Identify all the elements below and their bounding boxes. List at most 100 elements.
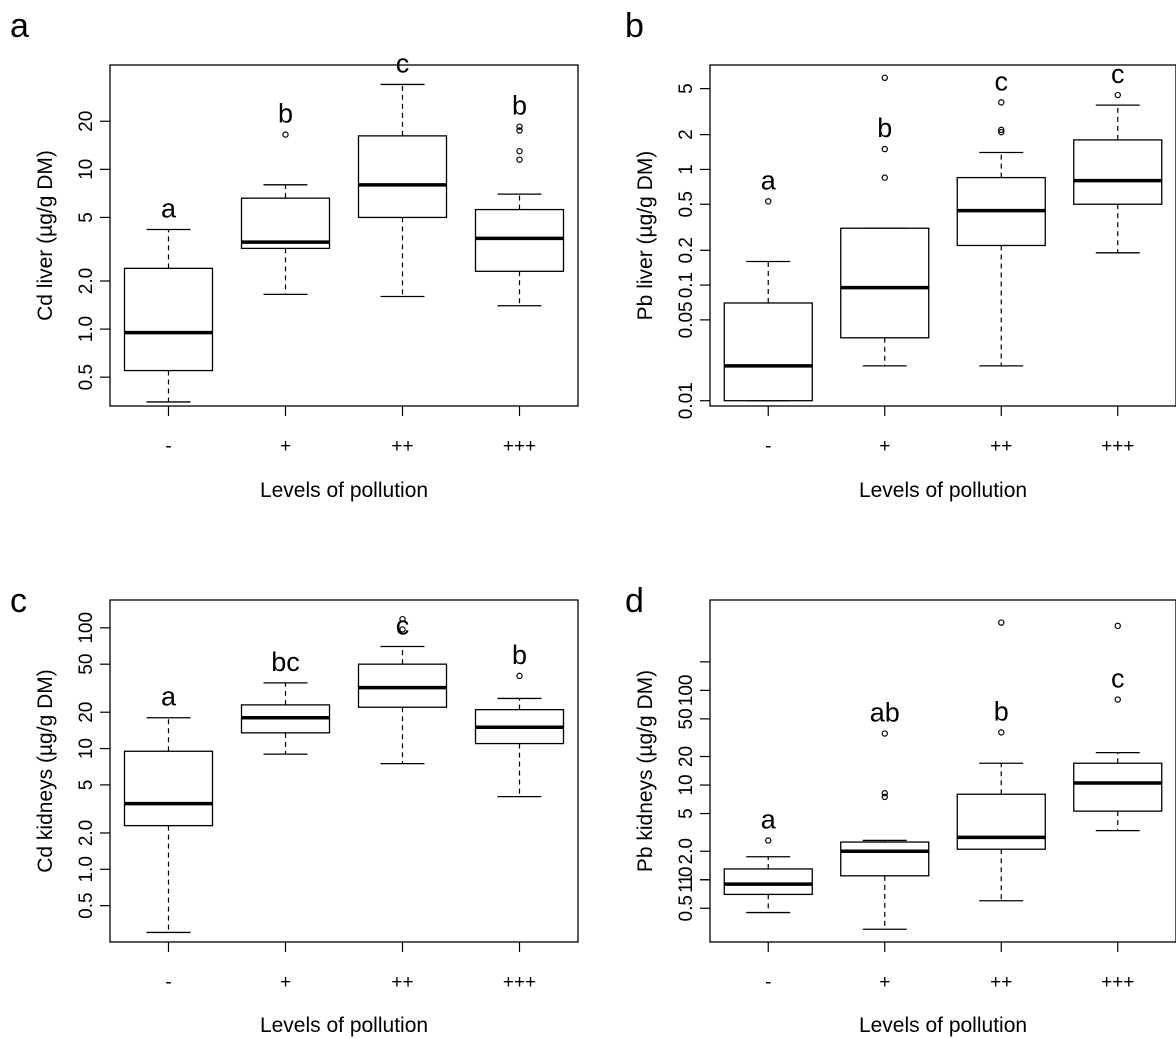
x-tick-label: +++	[503, 972, 536, 993]
outlier-point	[881, 790, 888, 797]
box-3: b	[474, 91, 565, 307]
y-tick-label: 0.5	[76, 892, 97, 918]
significance-letter: c	[396, 611, 410, 641]
box-0: a	[123, 194, 214, 403]
x-tick-label: +	[879, 972, 890, 993]
outlier-point	[399, 626, 406, 633]
y-tick-label: 20	[76, 111, 97, 132]
x-tick-label: ++	[391, 436, 413, 457]
outlier-point	[1114, 696, 1121, 703]
box-3: b	[474, 640, 565, 798]
x-axis-title: Levels of pollution	[260, 479, 428, 502]
box-3: c	[1073, 622, 1163, 832]
box-body	[1073, 139, 1163, 205]
plot-frame	[709, 599, 1176, 943]
panel-letter: a	[10, 7, 29, 45]
y-tick-label: 0.05	[676, 301, 697, 338]
outlier-point	[881, 145, 888, 153]
y-tick-label: 20	[676, 746, 697, 767]
significance-letter: b	[512, 640, 527, 670]
x-tick-label: +	[280, 436, 291, 457]
outlier-point	[516, 123, 523, 130]
outlier-point	[765, 198, 772, 205]
y-tick-label: 1.0	[676, 867, 697, 893]
y-tick-label: 1	[676, 874, 697, 885]
y-tick-label: 1	[676, 164, 697, 175]
x-axis-title: Levels of pollution	[859, 1014, 1027, 1037]
outlier-point	[399, 615, 406, 623]
panel-letter: b	[625, 7, 644, 45]
x-tick-label: +++	[1101, 972, 1134, 993]
outlier-point	[516, 156, 523, 163]
x-tick-label: -	[165, 436, 171, 457]
box-body	[357, 663, 448, 708]
y-axis-title: Pb kidneys (µg/g DM)	[634, 670, 657, 872]
box-body	[357, 135, 448, 219]
x-tick-label: +++	[1101, 436, 1134, 457]
outlier-point	[998, 729, 1005, 736]
x-tick-label: +	[879, 436, 890, 457]
box-1: b	[240, 99, 331, 295]
box-body	[956, 793, 1046, 850]
y-tick-label: 1.0	[76, 856, 97, 882]
x-tick-label: -	[765, 436, 771, 457]
significance-letter: bc	[271, 647, 300, 677]
significance-letter: a	[161, 682, 177, 712]
outlier-point	[998, 619, 1005, 626]
outlier-point	[881, 730, 888, 737]
x-axis-title: Levels of pollution	[859, 479, 1027, 502]
y-tick-label: 2.0	[76, 268, 97, 294]
x-tick-label: +++	[503, 436, 536, 457]
box-body	[840, 227, 930, 339]
outlier-point	[516, 127, 523, 134]
outlier-point	[881, 174, 888, 181]
plot-frame	[109, 599, 579, 943]
outlier-point	[765, 837, 772, 844]
significance-letter: a	[161, 194, 177, 224]
significance-letter: b	[877, 113, 892, 143]
box-2: b	[956, 619, 1046, 902]
y-tick-label: 1.0	[76, 316, 97, 342]
box-2: c	[956, 66, 1046, 367]
outlier-point	[881, 793, 888, 801]
y-tick-label: 0.1	[676, 272, 697, 298]
panel-b: b 0.01 0.05 0.1 0.2 0.5 1 2 5 Pb liver (µg/g DM) -…	[625, 7, 1176, 502]
y-tick-label: 50	[76, 654, 97, 675]
y-tick-label: 2	[676, 129, 697, 140]
significance-letter: c	[1111, 664, 1125, 694]
box-0: a	[123, 682, 214, 934]
outlier-point	[998, 128, 1005, 136]
significance-letter: a	[761, 804, 777, 834]
box-body	[723, 868, 813, 896]
panel-letter: c	[10, 582, 27, 620]
box-1: b	[840, 74, 930, 367]
box-2: c	[357, 48, 448, 298]
box-body	[1073, 762, 1163, 812]
y-tick-label: 10	[76, 738, 97, 759]
x-tick-label: ++	[391, 972, 413, 993]
significance-letter: b	[994, 696, 1009, 726]
y-tick-label: 20	[76, 702, 97, 723]
significance-letter: c	[1111, 59, 1125, 89]
significance-letter: c	[995, 66, 1009, 96]
box-body	[723, 302, 813, 402]
box-0: a	[723, 804, 813, 914]
outlier-point	[881, 74, 888, 82]
y-tick-label: 0.5	[676, 191, 697, 217]
outlier-point	[1114, 91, 1121, 99]
y-axis-title: Cd kidneys (µg/g DM)	[34, 669, 57, 873]
x-tick-label: -	[765, 972, 771, 993]
x-tick-label: ++	[990, 436, 1012, 457]
significance-letter: a	[761, 165, 777, 195]
box-3: c	[1073, 59, 1163, 254]
significance-letter: b	[512, 91, 527, 121]
y-tick-label: 0.2	[676, 237, 697, 263]
outlier-point	[998, 99, 1005, 106]
y-tick-label: 2.0	[676, 838, 697, 864]
plot-frame	[109, 64, 579, 407]
box-body	[123, 750, 214, 827]
y-axis-title: Cd liver (µg/g DM)	[34, 150, 57, 321]
